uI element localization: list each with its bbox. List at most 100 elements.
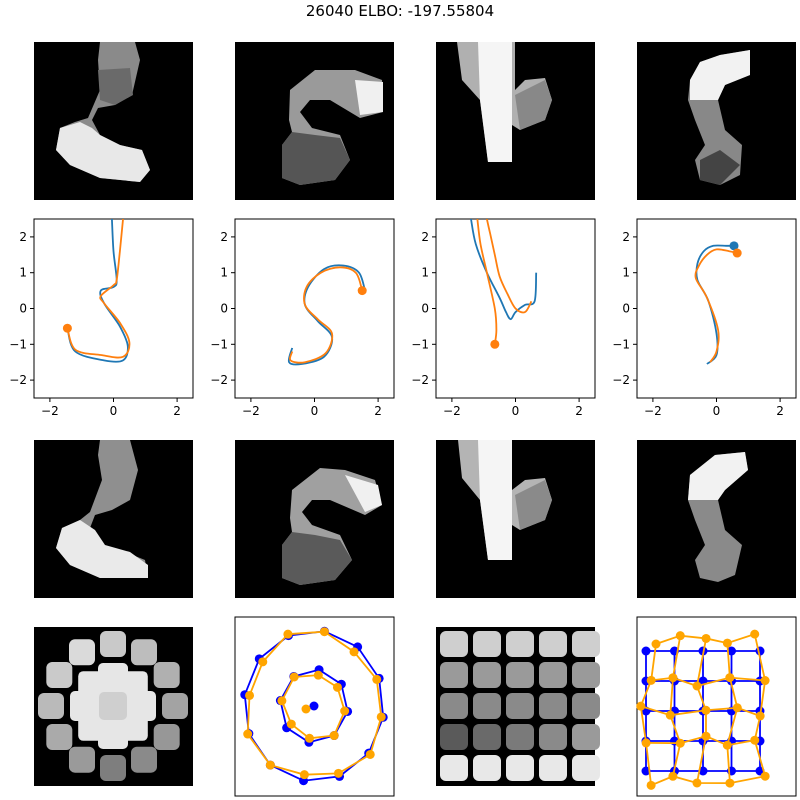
grid-blob [473, 631, 501, 657]
orange-grid-point [750, 735, 760, 745]
outer-blob [100, 755, 126, 781]
line-plot-2: −2 0 2 2 1 0 −1 −2 [210, 218, 395, 418]
row1-images [34, 42, 796, 200]
outer-orange-point [376, 712, 386, 722]
orange-grid-point [701, 731, 711, 741]
circle-latent-plot [234, 616, 395, 797]
y-tick-label: 0 [421, 302, 429, 316]
y-tick-label: 1 [220, 266, 228, 280]
orange-grid-point [692, 778, 702, 788]
x-tick-label: 2 [173, 404, 181, 418]
orange-grid-point [668, 771, 678, 781]
y-tick-label: −2 [411, 373, 429, 387]
blue-grid-point [727, 646, 736, 656]
y-tick-label: 2 [421, 230, 429, 244]
outer-orange-point [349, 647, 359, 657]
orange-grid-point [722, 740, 732, 750]
orange-grid-point [722, 638, 732, 648]
y-tick-label: 1 [622, 266, 630, 280]
series-endpoint-marker [62, 323, 72, 333]
y-tick-label: 1 [19, 266, 27, 280]
orange-grid-point [651, 639, 661, 649]
line-plot-4: −2 0 2 2 1 0 −1 −2 [612, 218, 797, 418]
inner-orange-point [277, 696, 287, 706]
orange-grid-point [725, 673, 735, 683]
outer-blob [100, 631, 126, 657]
blue-grid-point [641, 766, 651, 776]
grid-blob [572, 693, 600, 719]
grid-blob [473, 724, 501, 750]
grid-blob [440, 755, 468, 781]
x-tick-label: 0 [311, 404, 319, 418]
outer-blob [69, 639, 95, 666]
outer-orange-point [245, 690, 255, 700]
x-tick-label: −2 [644, 404, 662, 418]
line-plot-1: −2 0 2 2 1 0 −1 −2 [9, 218, 194, 418]
grid-blob [440, 724, 468, 750]
image-panel-3 [436, 42, 595, 200]
grid-blob [539, 724, 567, 750]
inner-orange-point [313, 670, 323, 680]
recon-panel-2 [235, 440, 394, 598]
orange-grid-point [675, 738, 685, 748]
y-tick-label: −1 [411, 337, 429, 351]
x-tick-label: −2 [242, 404, 260, 418]
grid-blob [539, 631, 567, 657]
series-endpoint-marker [490, 339, 500, 349]
orange-grid-point [675, 631, 685, 641]
grid-blob [506, 755, 534, 781]
outer-orange-point [258, 657, 268, 667]
x-tick-label: 2 [776, 404, 784, 418]
grid-blob [572, 755, 600, 781]
outer-blob [46, 662, 73, 688]
image-panel-1 [34, 42, 193, 200]
warped-grid-plot [636, 616, 797, 797]
x-tick-label: 0 [713, 404, 721, 418]
grid-blob [572, 724, 600, 750]
y-tick-label: 0 [220, 302, 228, 316]
axes-frame [234, 218, 395, 399]
recon-panel-1 [34, 440, 193, 598]
orange-grid-point [641, 738, 651, 748]
inner-orange-point [304, 733, 314, 743]
orange-grid-point [636, 701, 646, 711]
y-tick-label: −1 [210, 337, 228, 351]
outer-orange-point [319, 627, 329, 637]
y-tick-label: 1 [421, 266, 429, 280]
series-line-2 [66, 219, 131, 359]
series-line-3 [486, 219, 533, 314]
grid-blob [440, 662, 468, 688]
orange-grid-point [665, 710, 675, 720]
outer-blob [153, 724, 180, 750]
grid-blob [539, 693, 567, 719]
y-tick-label: 0 [19, 302, 27, 316]
outer-blob [131, 639, 157, 666]
latent-grid-image-1 [34, 627, 193, 786]
outer-blob [38, 693, 64, 719]
series-endpoint-marker [729, 241, 739, 251]
blue-grid-point [698, 766, 708, 776]
blue-grid-point [641, 646, 651, 656]
grid-blob [440, 631, 468, 657]
row4 [34, 616, 797, 797]
inner-orange-point [286, 719, 296, 729]
inner-orange-point [289, 672, 299, 682]
orange-grid-point [701, 633, 711, 643]
x-tick-label: −2 [41, 404, 59, 418]
orange-grid-point [646, 675, 656, 685]
grid-blob [572, 631, 600, 657]
inner-orange-point [332, 682, 342, 692]
grid-blob [572, 662, 600, 688]
grid-blob [539, 755, 567, 781]
grid-blob [506, 724, 534, 750]
y-tick-label: −2 [9, 373, 27, 387]
orange-grid-point [692, 681, 702, 691]
y-tick-label: −1 [9, 337, 27, 351]
grid-blob [539, 662, 567, 688]
y-tick-label: −2 [210, 373, 228, 387]
recon-panel-4 [637, 440, 796, 598]
center-orange [301, 704, 311, 714]
outer-orange-point [299, 770, 309, 780]
row2-line-plots: −2 0 2 2 1 0 −1 −2 −2 0 2 2 1 0 −1 −2 −2 0 2 2 1 0 −1 −2 −2 0 2 2 1 0… [9, 218, 797, 418]
